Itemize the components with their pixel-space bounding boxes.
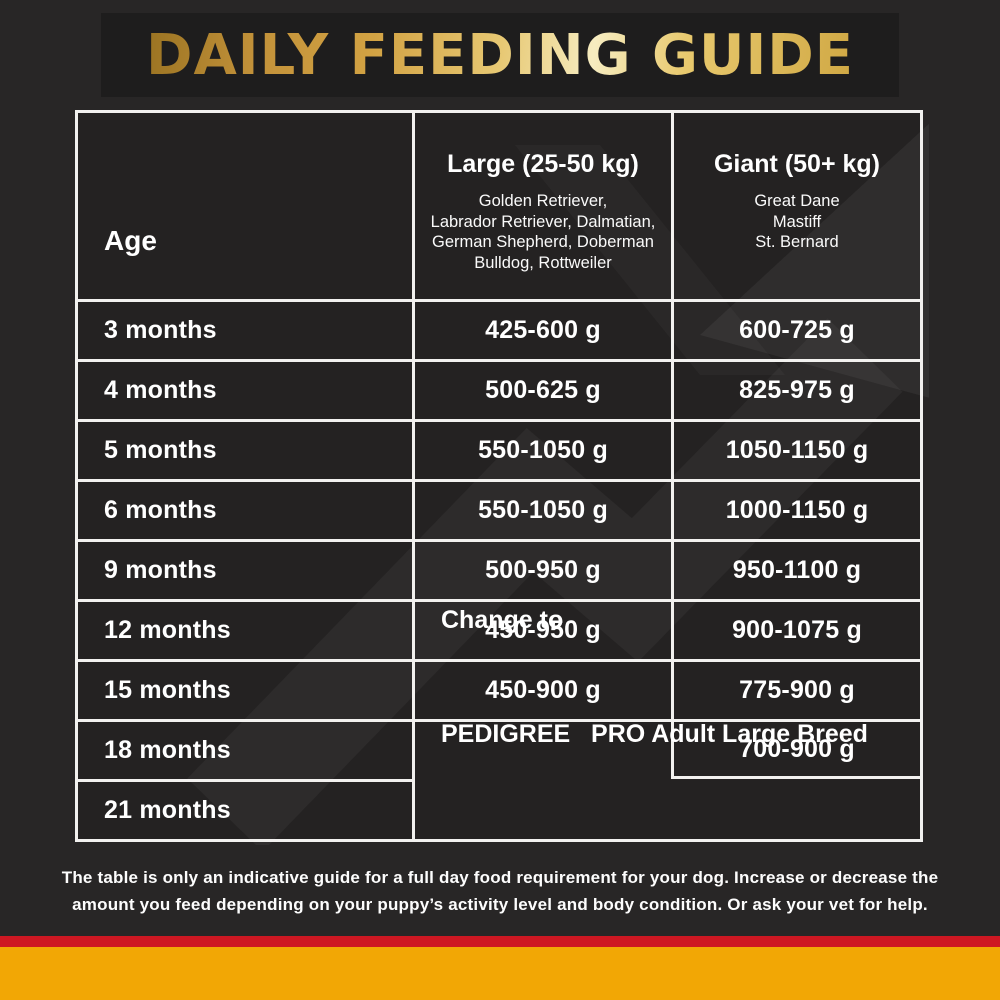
breed-line: Great Dane: [754, 192, 840, 210]
header-large-label: Large (25-50 kg): [447, 150, 639, 178]
table-row-age: 4 months: [78, 362, 412, 419]
table-row-large: 450-900 g: [415, 662, 671, 719]
giant-18-months-cell: 700-900 g: [671, 722, 920, 779]
header-giant: Giant (50+ kg) Great Dane Mastiff St. Be…: [674, 113, 920, 299]
large-value: 450-950 g: [485, 616, 601, 644]
table-row-giant: 1000-1150 g: [674, 482, 920, 539]
page-title: DAILY FEEDING GUIDE: [145, 22, 855, 88]
age-value: 3 months: [104, 316, 217, 344]
table-row-age: 18 months: [78, 722, 412, 779]
large-value: 500-625 g: [485, 376, 601, 404]
age-value: 12 months: [104, 616, 231, 644]
breed-line: St. Bernard: [755, 233, 839, 251]
giant-value: 1000-1150 g: [725, 496, 869, 524]
age-value: 5 months: [104, 436, 217, 464]
giant-value: 950-1100 g: [732, 556, 862, 584]
breed-line: Golden Retriever,: [478, 192, 608, 210]
table-row-large: 550-1050 g: [415, 482, 671, 539]
table-row-giant: 775-900 g: [674, 662, 920, 719]
table-row-age: 21 months: [78, 782, 412, 839]
disclaimer-line1: The table is only an indicative guide fo…: [61, 868, 939, 887]
table-row-giant: 1050-1150 g: [674, 422, 920, 479]
large-value: 550-1050 g: [478, 436, 608, 464]
age-value: 9 months: [104, 556, 217, 584]
giant-value: 700-900 g: [739, 734, 855, 763]
large-value: 450-900 g: [485, 676, 601, 704]
table-row-age: 12 months: [78, 602, 412, 659]
breed-line: German Shepherd, Doberman: [432, 233, 654, 251]
change-to-adult-cell: 700-900 g Change to PEDIGREE PRO Adult L…: [415, 606, 920, 839]
header-large-breeds: Golden Retriever, Labrador Retriever, Da…: [431, 191, 656, 273]
table-row-large: 500-625 g: [415, 362, 671, 419]
age-value: 6 months: [104, 496, 217, 524]
large-value: 425-600 g: [485, 316, 601, 344]
change-to-line1: Change to: [441, 606, 564, 634]
disclaimer-text: The table is only an indicative guide fo…: [0, 864, 1000, 918]
table-row-age: 5 months: [78, 422, 412, 479]
table-row-age: 15 months: [78, 662, 412, 719]
table-row-large: 500-950 g: [415, 542, 671, 599]
breed-line: Labrador Retriever, Dalmatian,: [430, 212, 656, 231]
feeding-table: Age Large (25-50 kg) Golden Retriever, L…: [75, 110, 929, 845]
table-row-giant: 600-725 g: [674, 302, 920, 359]
giant-value: 775-900 g: [739, 676, 855, 704]
giant-value: 825-975 g: [739, 376, 855, 404]
title-band: DAILY FEEDING GUIDE: [101, 13, 899, 97]
large-value: 550-1050 g: [478, 496, 608, 524]
giant-value: 1050-1150 g: [725, 436, 869, 464]
age-value: 15 months: [104, 676, 231, 704]
breed-line: Mastiff: [772, 212, 822, 231]
feeding-table-grid: Age Large (25-50 kg) Golden Retriever, L…: [75, 110, 923, 842]
brand-red-stripe: [0, 936, 1000, 947]
table-row-age: 9 months: [78, 542, 412, 599]
age-value: 4 months: [104, 376, 217, 404]
table-row-large: 425-600 g: [415, 302, 671, 359]
table-row-giant: 950-1100 g: [674, 542, 920, 599]
change-to-note: Change to PEDIGREE PRO Adult Large Breed: [441, 525, 868, 829]
header-giant-breeds: Great Dane Mastiff St. Bernard: [754, 191, 839, 253]
giant-value: 900-1075 g: [732, 616, 862, 644]
table-row-giant: 825-975 g: [674, 362, 920, 419]
table-row-large: 450-950 g: [415, 602, 671, 659]
change-to-line2: PEDIGREE PRO Adult Large Breed: [441, 720, 868, 748]
age-value: 21 months: [104, 796, 231, 824]
large-value: 500-950 g: [485, 556, 601, 584]
brand-yellow-stripe: [0, 947, 1000, 1000]
breed-line: Bulldog, Rottweiler: [474, 253, 612, 272]
header-age: Age: [78, 113, 412, 299]
giant-value: 600-725 g: [739, 316, 855, 344]
header-large: Large (25-50 kg) Golden Retriever, Labra…: [415, 113, 671, 299]
table-row-age: 6 months: [78, 482, 412, 539]
age-value: 18 months: [104, 736, 231, 764]
disclaimer-line2: amount you feed depending on your puppy’…: [72, 895, 928, 914]
table-row-age: 3 months: [78, 302, 412, 359]
table-row-giant: 900-1075 g: [674, 602, 920, 659]
table-row-large: 550-1050 g: [415, 422, 671, 479]
header-giant-label: Giant (50+ kg): [713, 150, 880, 178]
